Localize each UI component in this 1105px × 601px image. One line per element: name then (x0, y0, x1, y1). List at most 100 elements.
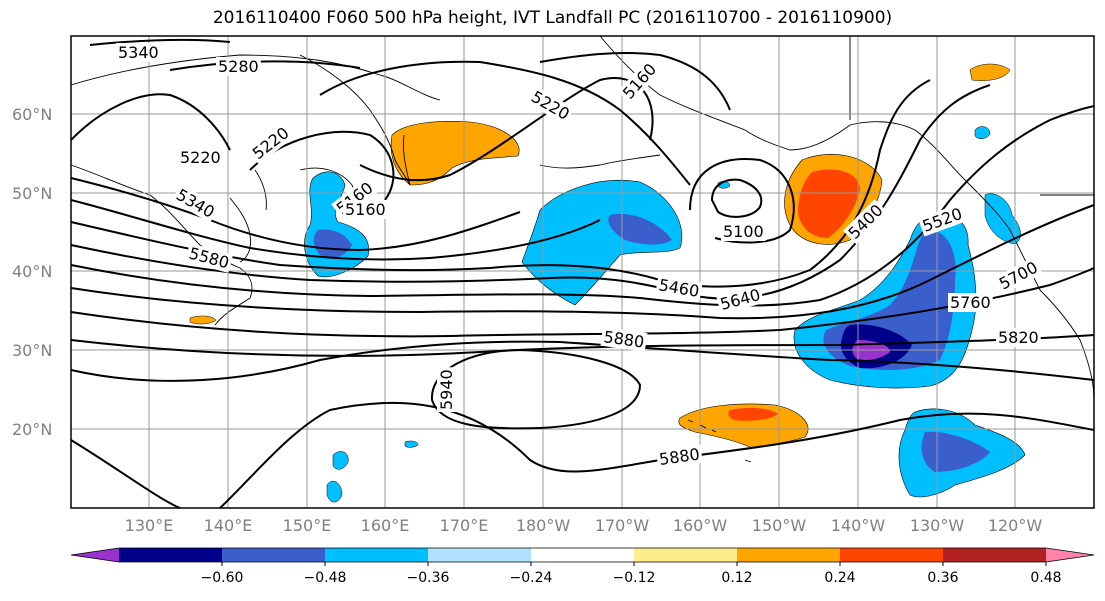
contour-line (710, 178, 763, 218)
longitude-labels: 130°E 140°E 150°E 160°E 170°E 180°W 170°… (125, 516, 1043, 535)
plot-frame (70, 35, 1095, 509)
contour-line (70, 401, 1095, 509)
contour-line (319, 60, 691, 186)
colorbar-tick-label: 0.12 (721, 570, 752, 586)
latitude-labels: 60°N 50°N 40°N 30°N 20°N (12, 105, 52, 439)
contour-label: 5940 (437, 369, 456, 410)
contour-label: 5340 (118, 43, 159, 62)
contour-label-background (343, 200, 388, 219)
lon-label: 130°E (125, 516, 174, 535)
lon-label: 180°W (516, 516, 571, 535)
contour-label-background (247, 121, 295, 165)
colorbar-tick-label: −0.12 (613, 570, 656, 586)
ivt-region-small-4 (332, 451, 349, 470)
contour-line (70, 340, 1095, 382)
ivt-region-gulf-alaska-core (798, 169, 860, 238)
contour-label-background (655, 444, 703, 470)
colorbar-swatches (70, 547, 1095, 563)
lat-label: 40°N (12, 262, 52, 281)
lon-label: 150°W (752, 516, 807, 535)
ivt-region-small-5 (326, 480, 343, 503)
colorbar-swatch (325, 548, 429, 562)
colorbar-outline (70, 547, 1095, 563)
ivt-region-small-1 (969, 63, 1011, 81)
ivt-region-hawaii-core (728, 407, 778, 421)
contour-line (70, 93, 231, 151)
lat-label: 30°N (12, 341, 52, 360)
contour-label-background (216, 57, 261, 76)
contour-line (689, 158, 795, 244)
contour-label-background (917, 203, 967, 237)
coast-siberia (70, 54, 441, 101)
contour-label-background (842, 199, 889, 245)
contour-label: 5220 (180, 148, 221, 167)
lon-label: 150°E (283, 516, 332, 535)
colorbar-swatch (222, 548, 326, 562)
contour-label-background (178, 148, 223, 167)
contour-label-background (721, 222, 766, 241)
ivt-region-aleutian (521, 179, 683, 306)
contour-label: 5760 (950, 293, 991, 312)
contour-label: 5160 (345, 200, 386, 219)
lat-label: 20°N (12, 420, 52, 439)
contour-label: 5820 (998, 328, 1039, 347)
colorbar-ticks: −0.60 −0.48 −0.36 −0.24 −0.12 0.12 0.24 0.36 0.4… (201, 562, 1062, 586)
contour-label: 5280 (218, 57, 259, 76)
contour-line (70, 177, 521, 252)
map-title: 2016110400 F060 500 hPa height, IVT Land… (212, 8, 893, 28)
lon-label: 140°E (204, 516, 253, 535)
colorbar-tick-label: −0.24 (510, 570, 553, 586)
contour-label-background (716, 284, 765, 315)
colorbar-swatch (428, 548, 532, 562)
colorbar-swatch (119, 548, 223, 562)
contour-label-background (655, 274, 703, 302)
contour-line (70, 79, 931, 288)
lon-label: 120°W (988, 516, 1043, 535)
lon-label: 160°E (361, 516, 410, 535)
colorbar: −0.60 −0.48 −0.36 −0.24 −0.12 0.12 0.24 0.36 0.4… (70, 547, 1095, 586)
contour-label-background (331, 176, 379, 220)
contour-line (70, 204, 1095, 320)
contour-label: 5100 (723, 222, 764, 241)
contour-label-background (185, 242, 234, 273)
colorbar-tick-label: −0.48 (304, 570, 347, 586)
lat-label: 60°N (12, 105, 52, 124)
contour-label-background (617, 58, 662, 105)
ivt-shading (189, 63, 1026, 503)
contour-label-background (526, 86, 575, 125)
coast-japan (229, 169, 267, 263)
contour-line (430, 348, 642, 430)
colorbar-swatch (1046, 548, 1094, 562)
contour-line (70, 267, 1095, 338)
colorbar-tick-label: −0.60 (201, 570, 244, 586)
colorbar-swatch (840, 548, 944, 562)
contour-label-background (996, 328, 1041, 347)
colorbar-tick-label: −0.36 (407, 570, 450, 586)
colorbar-swatch (943, 548, 1047, 562)
lon-label: 140°W (831, 516, 886, 535)
ivt-region-subtropical-core (921, 431, 990, 472)
contour-label-background (994, 256, 1043, 295)
ivt-region-aleutian-core (608, 213, 672, 245)
coast-hawaii (687, 419, 752, 463)
ivt-region-small-3 (984, 193, 1021, 245)
ivt-region-small-2 (974, 126, 991, 139)
contour-label-background (116, 43, 161, 62)
ivt-region-small-6 (189, 315, 217, 325)
colorbar-swatch (71, 548, 119, 562)
coast-na-west (1009, 229, 1095, 401)
coast-alaska (599, 35, 1011, 231)
coastlines (70, 35, 1095, 463)
colorbar-tick-label: 0.24 (824, 570, 855, 586)
lon-label: 170°W (595, 516, 650, 535)
contour-label-background (437, 367, 456, 412)
contour-line (70, 199, 601, 261)
coast-aleutians (539, 154, 661, 169)
contour-line (169, 60, 361, 71)
contour-label-background (948, 293, 993, 312)
contour-label-background (600, 326, 648, 352)
lat-label: 50°N (12, 184, 52, 203)
lon-label: 130°W (910, 516, 965, 535)
ivt-region-japan-core (313, 229, 352, 259)
